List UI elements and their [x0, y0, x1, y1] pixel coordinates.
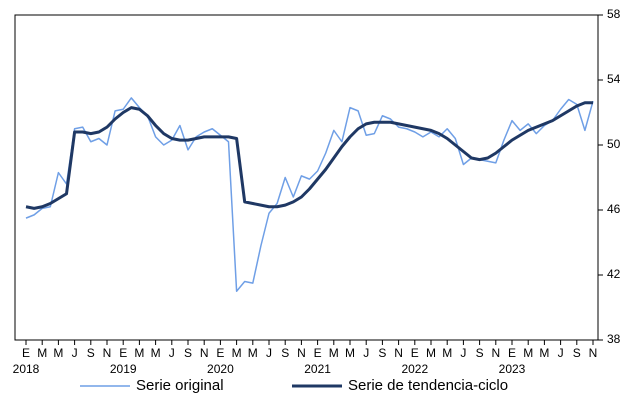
legend-label: Serie original [136, 377, 224, 394]
x-tick-label: M [53, 346, 63, 360]
x-tick-label: M [232, 346, 242, 360]
x-tick-label: M [539, 346, 549, 360]
x-tick-label: J [169, 346, 175, 360]
x-tick-label: J [460, 346, 466, 360]
x-tick-label: S [281, 346, 289, 360]
x-tick-label: J [558, 346, 564, 360]
y-tick-label: 46 [607, 202, 621, 216]
year-label: 2018 [13, 362, 40, 376]
series-line [25, 97, 594, 292]
x-tick-label: E [216, 346, 224, 360]
x-tick-label: J [266, 346, 272, 360]
x-tick-label: E [508, 346, 516, 360]
plot-frame [14, 14, 599, 341]
x-tick-label: S [378, 346, 386, 360]
x-tick-label: M [37, 346, 47, 360]
x-tick-label: M [134, 346, 144, 360]
x-tick-label: S [87, 346, 95, 360]
x-tick-label: M [329, 346, 339, 360]
x-tick-label: N [103, 346, 112, 360]
year-label: 2019 [110, 362, 137, 376]
y-tick-label: 58 [607, 7, 621, 21]
x-tick-label: N [297, 346, 306, 360]
x-tick-label: M [345, 346, 355, 360]
x-tick-label: M [248, 346, 258, 360]
year-label: 2023 [499, 362, 526, 376]
x-tick-label: J [363, 346, 369, 360]
year-label: 2021 [304, 362, 331, 376]
year-label: 2020 [207, 362, 234, 376]
x-tick-label: N [394, 346, 403, 360]
x-tick-label: M [523, 346, 533, 360]
x-tick-label: E [411, 346, 419, 360]
x-tick-label: S [476, 346, 484, 360]
x-tick-label: J [72, 346, 78, 360]
y-tick-label: 50 [607, 137, 621, 151]
x-tick-label: M [151, 346, 161, 360]
x-tick-label: N [491, 346, 500, 360]
x-tick-label: E [119, 346, 127, 360]
x-tick-label: N [589, 346, 598, 360]
x-tick-label: M [442, 346, 452, 360]
x-tick-label: M [426, 346, 436, 360]
series-line [25, 101, 593, 210]
x-tick-label: N [200, 346, 209, 360]
y-tick-label: 54 [607, 72, 621, 86]
legend-label: Serie de tendencia-ciclo [348, 377, 508, 394]
year-label: 2022 [401, 362, 428, 376]
y-tick-label: 38 [607, 332, 621, 346]
x-tick-label: E [314, 346, 322, 360]
y-tick-label: 42 [607, 267, 621, 281]
x-tick-label: S [573, 346, 581, 360]
x-tick-label: S [184, 346, 192, 360]
x-tick-label: E [22, 346, 30, 360]
